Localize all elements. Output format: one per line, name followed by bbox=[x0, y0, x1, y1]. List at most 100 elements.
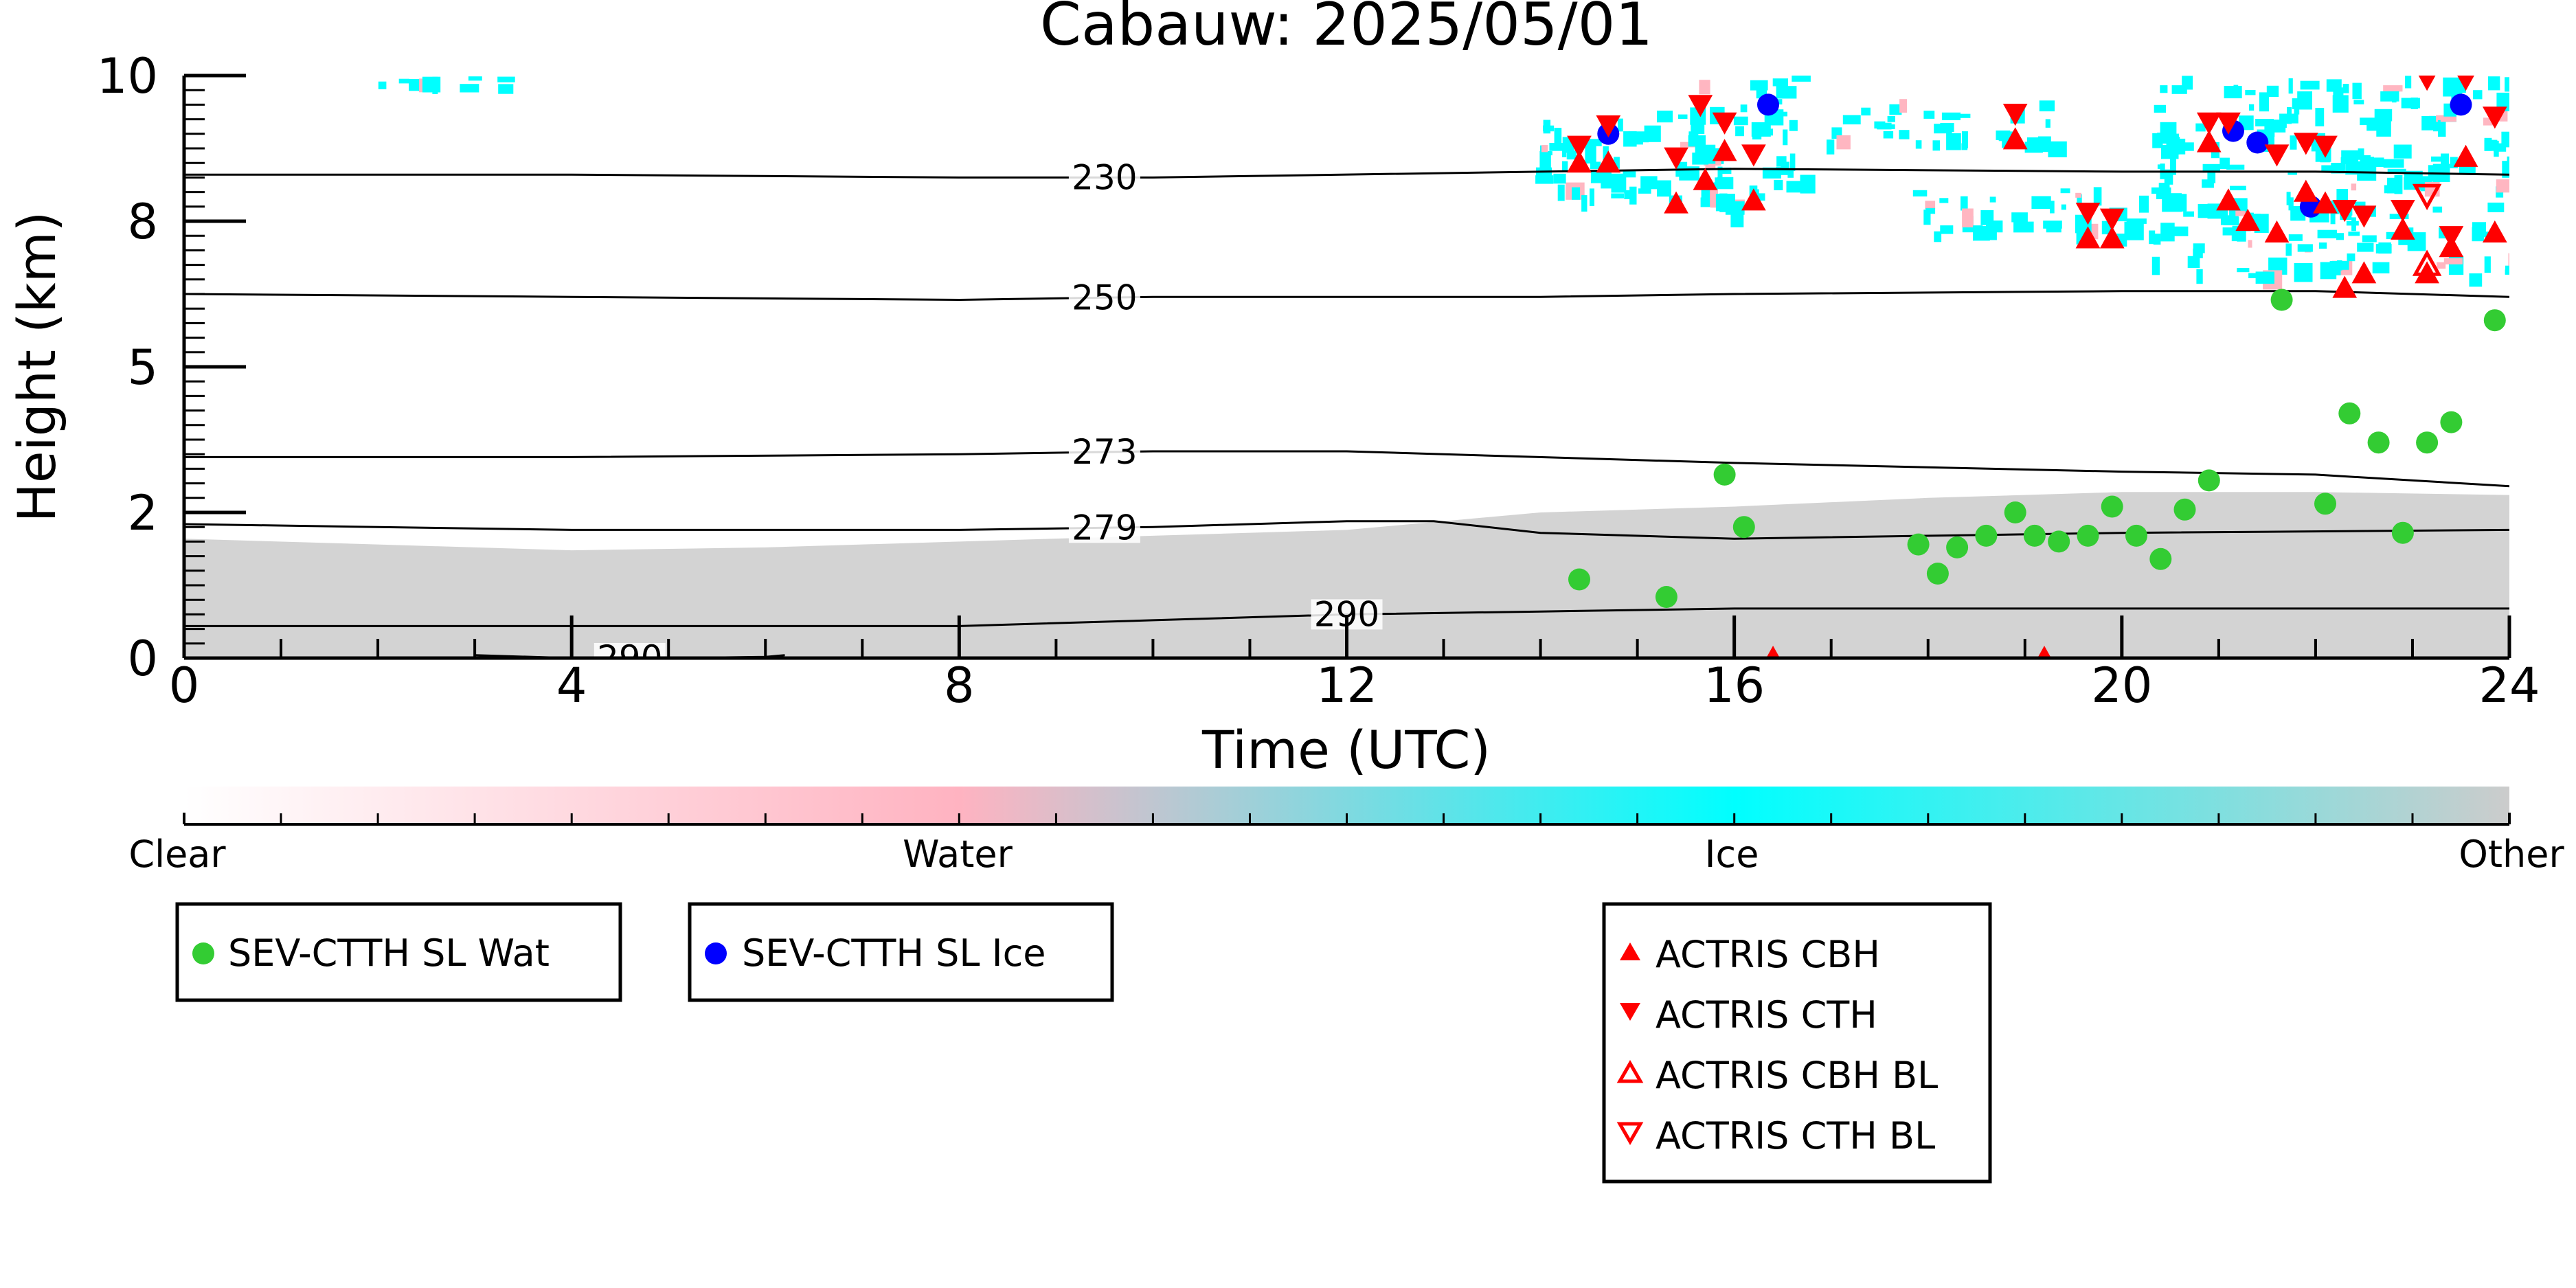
data-point bbox=[2196, 112, 2222, 135]
ice-cloud-patch bbox=[2031, 196, 2051, 210]
ice-cloud-patch bbox=[2374, 157, 2384, 168]
ice-cloud-patch bbox=[1887, 115, 1895, 122]
ice-cloud-patch bbox=[497, 76, 515, 82]
ice-cloud-patch bbox=[1962, 131, 1968, 148]
ice-cloud-patch bbox=[1614, 157, 1620, 169]
y-tick-label: 2 bbox=[127, 485, 158, 541]
data-point bbox=[1596, 115, 1621, 138]
ice-cloud-patch bbox=[2202, 163, 2220, 173]
ice-cloud-patch bbox=[1776, 156, 1787, 167]
data-point bbox=[2099, 208, 2125, 231]
data-point bbox=[1664, 191, 1688, 214]
ice-cloud-patch bbox=[2279, 113, 2298, 124]
ice-cloud-patch bbox=[2494, 140, 2499, 157]
ice-cloud-patch bbox=[2048, 141, 2067, 157]
ice-cloud-patch bbox=[2093, 187, 2102, 206]
ice-cloud-patch bbox=[2226, 164, 2245, 170]
contour-line bbox=[184, 450, 2509, 488]
ice-cloud-patch bbox=[2362, 235, 2377, 242]
ice-cloud-patch bbox=[2341, 150, 2359, 164]
ice-cloud-patch bbox=[1996, 131, 2011, 140]
legend-marker-ice bbox=[705, 942, 727, 964]
data-point bbox=[1975, 524, 1998, 547]
x-tick-label: 0 bbox=[169, 657, 200, 714]
ice-cloud-patch bbox=[2502, 161, 2509, 178]
ice-cloud-patch bbox=[2332, 95, 2349, 113]
ice-cloud-patch bbox=[2392, 95, 2397, 103]
ice-cloud-patch bbox=[2353, 100, 2364, 104]
data-point bbox=[2216, 188, 2241, 211]
ice-cloud-patch bbox=[1883, 131, 1894, 139]
ice-cloud-patch bbox=[2184, 142, 2194, 151]
series-actris-cbh-bl bbox=[2412, 249, 2442, 276]
data-point bbox=[2338, 402, 2361, 425]
contour-label-background bbox=[1068, 162, 1140, 193]
legend-marker-cth-bl bbox=[1616, 1122, 1644, 1146]
ice-cloud-patch bbox=[2334, 261, 2341, 275]
ice-cloud-patch bbox=[1925, 201, 1936, 210]
series-actris-cth bbox=[1567, 76, 2507, 249]
ice-cloud-patch bbox=[2375, 244, 2392, 253]
contour-label-background bbox=[594, 643, 666, 658]
ice-cloud-patch bbox=[2488, 76, 2500, 91]
ice-cloud-patch bbox=[1585, 145, 1596, 163]
ice-cloud-patch bbox=[1899, 130, 1910, 139]
ice-cloud-patch bbox=[2330, 210, 2336, 225]
ice-cloud-patch bbox=[1827, 139, 1835, 155]
ice-cloud-patch bbox=[2508, 253, 2509, 270]
x-tick-label: 20 bbox=[2091, 657, 2152, 714]
data-point bbox=[1712, 139, 1737, 161]
ice-cloud-patch bbox=[1566, 150, 1573, 160]
data-point bbox=[2313, 191, 2338, 214]
ice-cloud-patch bbox=[2354, 201, 2366, 206]
data-point bbox=[2416, 431, 2439, 454]
ice-cloud-patch bbox=[1789, 120, 1798, 131]
ice-cloud-patch bbox=[2297, 244, 2313, 252]
ice-cloud-patch bbox=[2160, 85, 2168, 93]
ice-cloud-patch bbox=[2389, 214, 2409, 219]
ice-cloud-patch bbox=[1611, 193, 1624, 199]
data-point bbox=[1688, 95, 1713, 117]
ice-cloud-patch bbox=[1733, 116, 1748, 126]
legend-sev-wat: SEV-CTTH SL Wat bbox=[175, 902, 622, 1002]
legend-label-ice: SEV-CTTH SL Ice bbox=[742, 931, 1046, 975]
ice-cloud-patch bbox=[1710, 190, 1718, 207]
ice-cloud-patch bbox=[2230, 185, 2246, 190]
ice-cloud-patch bbox=[1584, 139, 1602, 146]
y-tick-label: 5 bbox=[127, 339, 158, 396]
data-point bbox=[2391, 217, 2415, 240]
ice-cloud-patch bbox=[498, 84, 514, 94]
data-point bbox=[2453, 144, 2478, 167]
data-point bbox=[2293, 179, 2318, 202]
ice-cloud-patch bbox=[1717, 177, 1734, 190]
ice-cloud-patch bbox=[2487, 202, 2505, 212]
ice-cloud-patch bbox=[378, 81, 387, 89]
ice-cloud-patch bbox=[1640, 176, 1658, 190]
ice-cloud-patch bbox=[2319, 242, 2327, 249]
ice-cloud-patch bbox=[2469, 273, 2483, 287]
data-point bbox=[2216, 112, 2241, 135]
ice-cloud-patch bbox=[2173, 226, 2189, 236]
ice-cloud-patch bbox=[2288, 78, 2293, 94]
ice-cloud-patch bbox=[2290, 135, 2297, 150]
legend-box bbox=[688, 902, 1114, 1002]
ice-cloud-patch bbox=[2437, 262, 2446, 269]
ice-cloud-patch bbox=[2387, 168, 2406, 174]
legend-label-cth-bl: ACTRIS CTH BL bbox=[1656, 1114, 1935, 1157]
ice-cloud-patch bbox=[2440, 116, 2456, 122]
ice-cloud-patch bbox=[2287, 170, 2297, 175]
ice-cloud-patch bbox=[2221, 216, 2239, 225]
ice-cloud-patch bbox=[1717, 166, 1723, 179]
ice-cloud-patch bbox=[1861, 107, 1871, 116]
data-point bbox=[1567, 150, 1592, 173]
legend-marker-wat bbox=[192, 942, 214, 964]
data-point bbox=[1664, 147, 1688, 170]
ice-cloud-patch bbox=[2484, 137, 2492, 151]
data-point bbox=[1712, 112, 1737, 135]
ice-cloud-patch bbox=[1939, 198, 1949, 203]
ice-cloud-patch bbox=[422, 76, 441, 93]
data-point bbox=[2002, 127, 2028, 150]
classification-colorbar: Clear Water Ice Other bbox=[128, 787, 2564, 876]
